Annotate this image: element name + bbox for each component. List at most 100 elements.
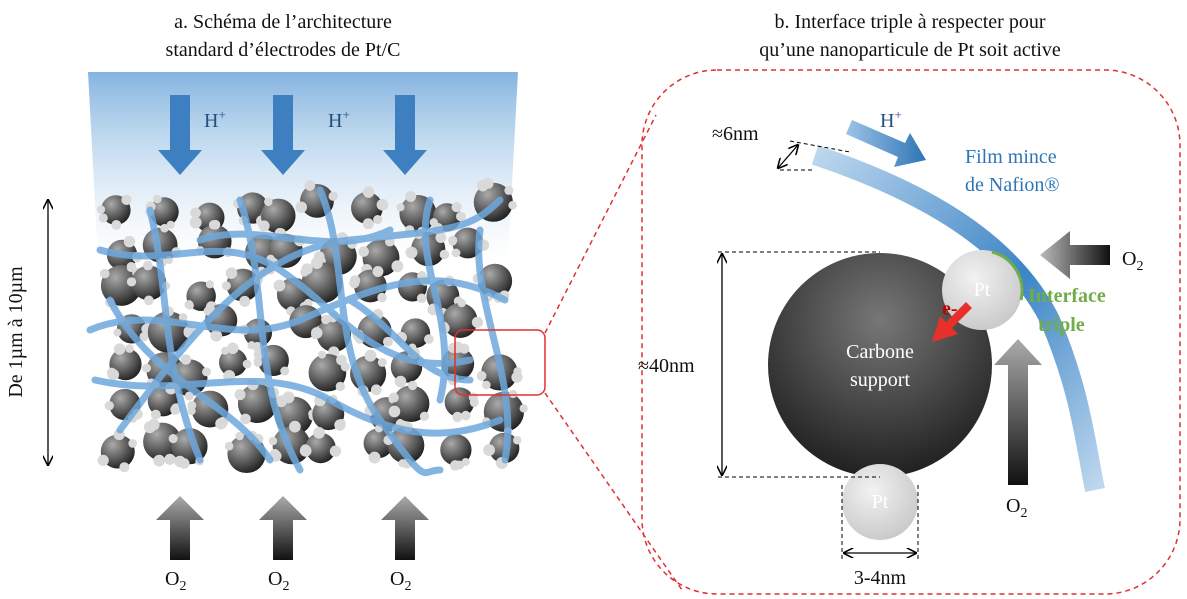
oxygen-arrows [156,496,429,560]
film-thickness-label: ≈6nm [712,123,759,145]
pt-dot [179,458,190,469]
triple-interface [991,250,1024,301]
panel-a-title: standard d’électrodes de Pt/C [166,39,401,61]
pt-dot [407,380,418,391]
pt-dot [125,344,134,353]
pt-dot [119,462,130,473]
pt-dot [370,384,382,396]
pt-dot [329,445,342,457]
pt-dot [452,341,464,354]
pt-dot [210,329,223,342]
carbon-ball [260,198,296,234]
electron-label: e- [942,298,958,320]
pt-dot [178,313,188,322]
pt-dot [150,409,161,420]
carbon-ball [237,383,277,424]
pt-dot [429,218,438,227]
carbon-ball [100,434,135,469]
carbon-ball [305,432,336,464]
pt-dot [295,201,308,213]
proton-label: H+ [880,107,902,132]
panel-b-title: b. Interface triple à respecter pour [775,11,1046,33]
pt-dot [377,292,387,303]
pt-dot [202,367,211,377]
pt-dot [242,359,252,369]
pt-dot [335,381,345,392]
pt-dot [240,413,251,425]
pt-dot [336,354,347,366]
carbon-label: Carbone [846,341,914,363]
pt-label: Pt [872,491,889,513]
pt-dot [468,392,479,402]
pt-dot [143,295,154,306]
pt-dot [153,194,162,204]
pt-dot [377,357,387,367]
interface-label: triple [1038,314,1085,336]
pt-dot [368,451,381,464]
pt-dot [334,419,346,431]
pt-dot [99,268,110,279]
pt-dot [168,433,178,444]
pt-dot [454,460,465,470]
carbon-ball [362,239,400,277]
pt-dot [328,191,338,201]
proton-arrows [158,95,427,175]
pt-dot [142,363,151,373]
pt-dot [153,454,166,467]
carbon-support [768,253,992,477]
pt-dot [504,185,514,195]
pt-dot [395,376,405,387]
zoom-box [454,329,546,396]
pt-dot [234,389,246,401]
pt-dot [388,405,401,418]
pt-dot [111,220,122,230]
pt-dot [147,418,160,431]
pt-dot [373,215,383,225]
pt-dot [239,295,251,307]
pt-dot [435,232,447,243]
pt-dot [471,316,483,328]
pt-dot [362,218,374,230]
pt-dot [358,246,369,257]
pt-dot [143,260,153,271]
pt-dot [455,211,466,222]
panel-b-title: qu’une nanoparticule de Pt soit active [759,39,1061,61]
pt-dot [310,327,323,339]
pt-dot [416,293,427,304]
pt-dot [391,260,404,273]
pt-dot [513,367,522,376]
oxygen-arrow [1040,231,1110,279]
pt-dot [258,220,270,232]
pt-dot [405,246,418,259]
carbon-ball [363,428,394,459]
proton-arrow [846,120,926,167]
carbon-ball [308,353,347,392]
oxygen-label: O2 [390,568,411,594]
pt-dot [482,380,491,390]
zoom-frame [641,69,1181,595]
pt-dot [113,328,122,337]
carbon-ball [400,318,431,348]
nafion-film [811,145,1105,492]
pt-dot [123,235,136,248]
pt-dot [405,190,417,202]
interface-label: Interface [1028,285,1106,307]
carbon-ball [100,265,142,306]
pt-dot [224,441,234,451]
pt-dot [451,248,461,258]
pt-dot [180,354,192,365]
electrode-particles [96,178,528,474]
pt-dot [203,306,213,316]
pt-dot [221,281,231,291]
pt-dot [349,278,360,289]
pt-dot [477,179,489,192]
pt-dot [483,444,496,457]
pt-dot [461,410,471,421]
pt-dot [205,280,214,289]
pt-dot [128,439,138,448]
pt-label: Pt [974,279,991,301]
pt-dot [217,416,229,428]
film-label: Film mince [965,146,1057,168]
pt-dot [448,237,457,246]
